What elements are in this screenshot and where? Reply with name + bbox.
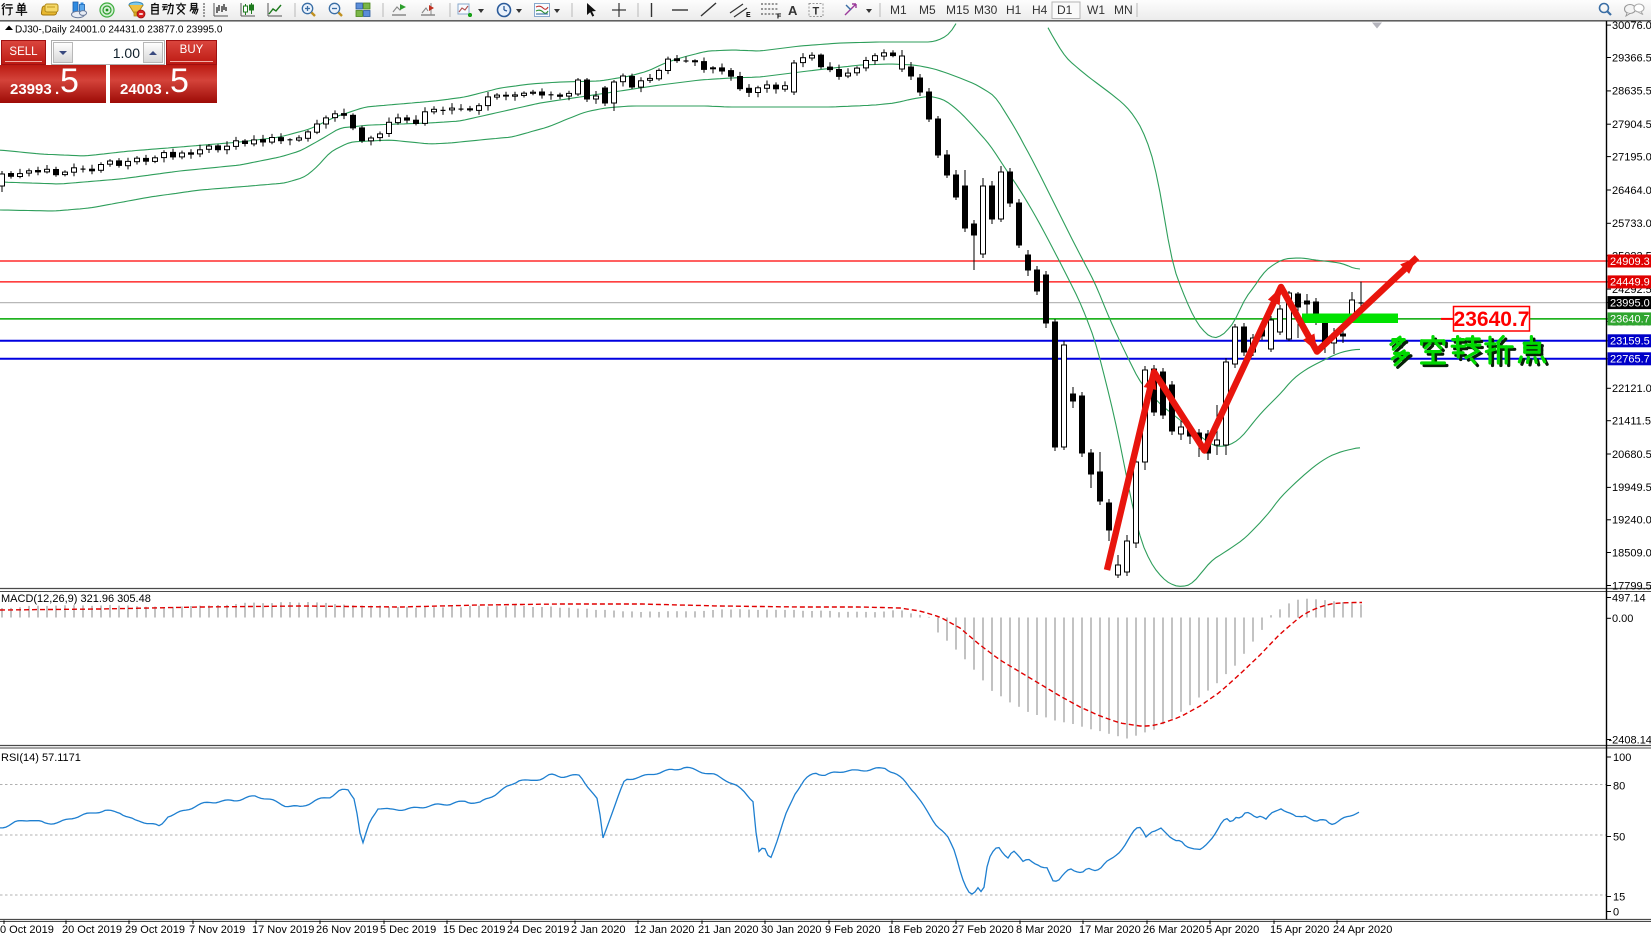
svg-text:15: 15	[1613, 891, 1625, 903]
svg-text:8 Mar 2020: 8 Mar 2020	[1016, 924, 1072, 936]
svg-text:18 Feb 2020: 18 Feb 2020	[888, 924, 950, 936]
svg-text:F: F	[777, 14, 782, 21]
svg-text:7 Nov 2019: 7 Nov 2019	[189, 924, 245, 936]
svg-text:24 Apr 2020: 24 Apr 2020	[1333, 924, 1392, 936]
svg-text:24 Dec 2019: 24 Dec 2019	[507, 924, 569, 936]
svg-text:T: T	[813, 6, 820, 18]
svg-text:5 Apr 2020: 5 Apr 2020	[1206, 924, 1259, 936]
svg-text:30076.0: 30076.0	[1612, 20, 1651, 32]
svg-text:23640.7: 23640.7	[1454, 308, 1530, 331]
svg-text:M1: M1	[890, 3, 907, 17]
svg-text:0: 0	[1613, 906, 1619, 918]
svg-text:15 Dec 2019: 15 Dec 2019	[443, 924, 505, 936]
svg-text:50: 50	[1613, 831, 1625, 843]
svg-text:RSI(14) 57.1171: RSI(14) 57.1171	[1, 752, 81, 764]
svg-text:0 Oct 2019: 0 Oct 2019	[0, 924, 54, 936]
svg-text:497.14: 497.14	[1612, 592, 1646, 604]
svg-text:23159.5: 23159.5	[1610, 336, 1650, 348]
svg-text:27904.5: 27904.5	[1612, 119, 1651, 131]
svg-text:-2408.14: -2408.14	[1609, 734, 1651, 746]
svg-text:24449.9: 24449.9	[1610, 277, 1650, 289]
svg-text:23995.0: 23995.0	[1610, 297, 1650, 309]
svg-text:W1: W1	[1087, 3, 1105, 17]
svg-text:15 Apr 2020: 15 Apr 2020	[1270, 924, 1329, 936]
svg-text:22765.7: 22765.7	[1610, 354, 1650, 366]
svg-text:25733.0: 25733.0	[1612, 218, 1651, 230]
svg-text:23640.7: 23640.7	[1610, 314, 1650, 326]
svg-text:5 Dec 2019: 5 Dec 2019	[380, 924, 436, 936]
svg-text:27 Feb 2020: 27 Feb 2020	[952, 924, 1014, 936]
svg-text:9 Feb 2020: 9 Feb 2020	[825, 924, 881, 936]
svg-text:E: E	[746, 12, 751, 19]
svg-text:28635.5: 28635.5	[1612, 86, 1651, 98]
svg-text:29366.5: 29366.5	[1612, 52, 1651, 64]
svg-text:DJ30-,Daily 24001.0 24431.0 2: DJ30-,Daily 24001.0 24431.0 23877.0 2399…	[15, 25, 223, 36]
svg-text:2 Jan 2020: 2 Jan 2020	[571, 924, 625, 936]
svg-text:M15: M15	[946, 3, 970, 17]
svg-text:17 Mar 2020: 17 Mar 2020	[1079, 924, 1141, 936]
svg-text:19949.5: 19949.5	[1612, 482, 1651, 494]
svg-text:17 Nov 2019: 17 Nov 2019	[252, 924, 314, 936]
svg-text:30 Jan 2020: 30 Jan 2020	[761, 924, 822, 936]
svg-text:26 Mar 2020: 26 Mar 2020	[1143, 924, 1205, 936]
svg-text:29 Oct 2019: 29 Oct 2019	[125, 924, 185, 936]
svg-text:17799.5: 17799.5	[1612, 580, 1651, 592]
svg-text:24909.3: 24909.3	[1610, 256, 1650, 268]
svg-text:21 Jan 2020: 21 Jan 2020	[698, 924, 759, 936]
svg-text:MACD(12,26,9) 321.96 305.48: MACD(12,26,9) 321.96 305.48	[1, 593, 151, 605]
svg-text:20680.5: 20680.5	[1612, 449, 1651, 461]
svg-text:M5: M5	[919, 3, 936, 17]
svg-text:D1: D1	[1057, 3, 1073, 17]
svg-text:21411.5: 21411.5	[1612, 416, 1651, 428]
svg-text:27195.0: 27195.0	[1612, 151, 1651, 163]
svg-text:18509.0: 18509.0	[1612, 547, 1651, 559]
svg-text:22121.0: 22121.0	[1612, 383, 1651, 395]
svg-text:80: 80	[1613, 780, 1625, 792]
svg-text:12 Jan 2020: 12 Jan 2020	[634, 924, 695, 936]
svg-text:A: A	[788, 3, 798, 18]
svg-text:100: 100	[1613, 752, 1631, 764]
svg-text:20 Oct 2019: 20 Oct 2019	[62, 924, 122, 936]
svg-text:26 Nov 2019: 26 Nov 2019	[316, 924, 378, 936]
svg-text:19240.0: 19240.0	[1612, 515, 1651, 527]
svg-text:H4: H4	[1032, 3, 1048, 17]
svg-text:H1: H1	[1006, 3, 1022, 17]
svg-text:0.00: 0.00	[1612, 613, 1633, 625]
svg-text:M30: M30	[974, 3, 998, 17]
svg-text:MN: MN	[1114, 3, 1133, 17]
svg-text:26464.0: 26464.0	[1612, 185, 1651, 197]
